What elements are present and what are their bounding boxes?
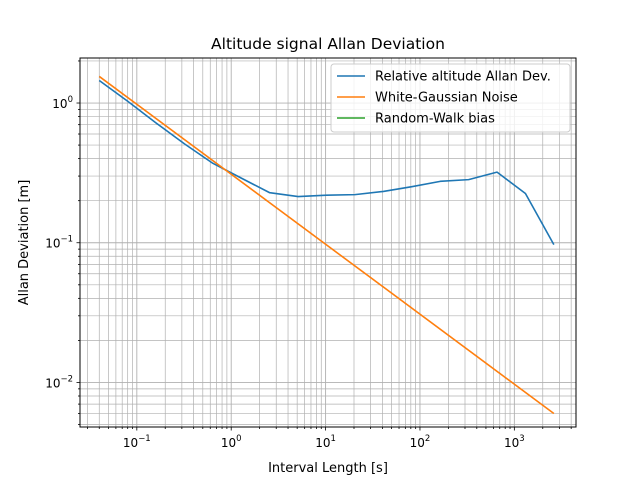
- series-line: [98, 79, 555, 245]
- y-tick-label: 10−1: [45, 235, 73, 251]
- legend-label: White-Gaussian Noise: [375, 91, 518, 106]
- legend-label: Relative altitude Allan Dev.: [375, 70, 551, 85]
- legend: Relative altitude Allan Dev. White-Gaussi…: [330, 63, 571, 133]
- y-tick-label: 10−2: [45, 374, 73, 390]
- x-tick-label: 102: [410, 434, 431, 450]
- x-tick-label: 103: [504, 434, 525, 450]
- x-axis-label: Interval Length [s]: [268, 461, 388, 476]
- axis-ticks: 10−1 100 101 102 103 10−2 10−1 100: [45, 60, 572, 450]
- series-lines: [98, 75, 555, 415]
- chart-title: Altitude signal Allan Deviation: [211, 35, 445, 53]
- legend-label: Random-Walk bias: [375, 112, 495, 127]
- legend-box: [330, 63, 571, 133]
- y-axis-label: Allan Deviation [m]: [17, 180, 32, 306]
- y-tick-label: 100: [52, 95, 73, 111]
- grid-lines: [80, 58, 576, 427]
- x-tick-label: 101: [315, 434, 336, 450]
- x-tick-label: 100: [221, 434, 242, 450]
- x-tick-label: 10−1: [123, 434, 151, 450]
- series-line: [98, 75, 555, 415]
